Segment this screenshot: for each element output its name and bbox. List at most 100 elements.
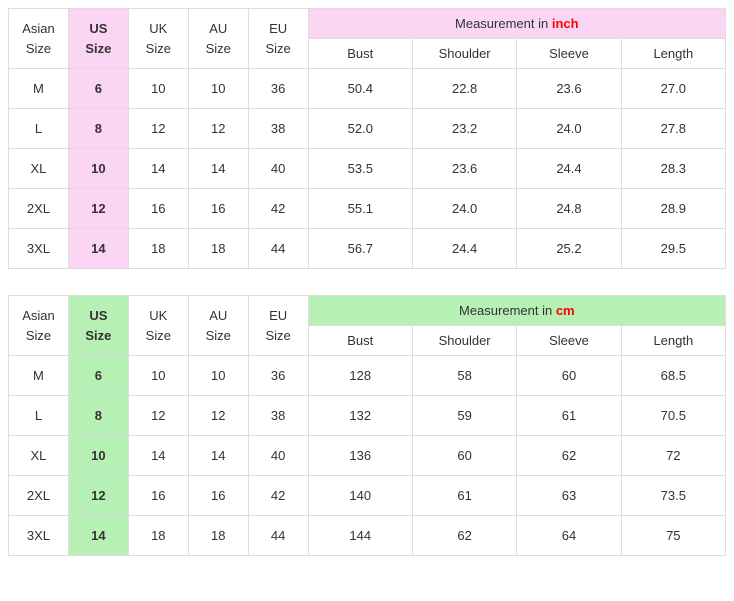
cell-bust: 144	[308, 516, 412, 556]
cell-bust: 128	[308, 356, 412, 396]
cell-uk: 16	[128, 476, 188, 516]
cell-au: 18	[188, 229, 248, 269]
cell-length: 68.5	[621, 356, 725, 396]
cell-shoulder: 23.2	[412, 109, 516, 149]
cell-asian: 3XL	[9, 229, 69, 269]
cell-length: 29.5	[621, 229, 725, 269]
cell-uk: 10	[128, 356, 188, 396]
cell-sleeve: 24.0	[517, 109, 621, 149]
size-table-cm: AsianSizeUSSizeUKSizeAUSizeEUSizeMeasure…	[8, 295, 726, 556]
cell-asian: 2XL	[9, 189, 69, 229]
cell-eu: 40	[248, 436, 308, 476]
header-asian-size: AsianSize	[9, 9, 69, 69]
cell-au: 18	[188, 516, 248, 556]
header-length: Length	[621, 326, 725, 356]
table-row: M610103650.422.823.627.0	[9, 69, 726, 109]
cell-shoulder: 23.6	[412, 149, 516, 189]
size-table-inch: AsianSizeUSSizeUKSizeAUSizeEUSizeMeasure…	[8, 8, 726, 269]
cell-sleeve: 23.6	[517, 69, 621, 109]
cell-us: 6	[68, 69, 128, 109]
cell-shoulder: 58	[412, 356, 516, 396]
cell-uk: 18	[128, 516, 188, 556]
cell-asian: L	[9, 396, 69, 436]
cell-bust: 53.5	[308, 149, 412, 189]
cell-sleeve: 62	[517, 436, 621, 476]
table-row: L8121238132596170.5	[9, 396, 726, 436]
cell-length: 28.9	[621, 189, 725, 229]
cell-eu: 42	[248, 476, 308, 516]
cell-eu: 44	[248, 516, 308, 556]
cell-bust: 50.4	[308, 69, 412, 109]
cell-shoulder: 24.0	[412, 189, 516, 229]
header-sleeve: Sleeve	[517, 39, 621, 69]
cell-au: 10	[188, 69, 248, 109]
cell-au: 14	[188, 149, 248, 189]
header-bust: Bust	[308, 39, 412, 69]
cell-us: 12	[68, 476, 128, 516]
cell-asian: XL	[9, 436, 69, 476]
cell-eu: 36	[248, 69, 308, 109]
cell-asian: M	[9, 69, 69, 109]
cell-eu: 42	[248, 189, 308, 229]
cell-asian: L	[9, 109, 69, 149]
cell-length: 28.3	[621, 149, 725, 189]
cell-us: 10	[68, 149, 128, 189]
cell-sleeve: 60	[517, 356, 621, 396]
cell-asian: 3XL	[9, 516, 69, 556]
table-row: 3XL1418184456.724.425.229.5	[9, 229, 726, 269]
cell-uk: 14	[128, 436, 188, 476]
cell-shoulder: 61	[412, 476, 516, 516]
table-row: XL1014144053.523.624.428.3	[9, 149, 726, 189]
cell-bust: 55.1	[308, 189, 412, 229]
cell-sleeve: 24.8	[517, 189, 621, 229]
header-sleeve: Sleeve	[517, 326, 621, 356]
header-uk-size: UKSize	[128, 296, 188, 356]
cell-length: 72	[621, 436, 725, 476]
header-length: Length	[621, 39, 725, 69]
cell-length: 73.5	[621, 476, 725, 516]
cell-bust: 56.7	[308, 229, 412, 269]
cell-sleeve: 64	[517, 516, 621, 556]
cell-us: 12	[68, 189, 128, 229]
cell-us: 14	[68, 229, 128, 269]
cell-bust: 140	[308, 476, 412, 516]
cell-sleeve: 63	[517, 476, 621, 516]
cell-bust: 52.0	[308, 109, 412, 149]
cell-us: 6	[68, 356, 128, 396]
cell-au: 10	[188, 356, 248, 396]
header-bust: Bust	[308, 326, 412, 356]
header-us-size: USSize	[68, 296, 128, 356]
cell-eu: 38	[248, 109, 308, 149]
table-row: M6101036128586068.5	[9, 356, 726, 396]
cell-au: 12	[188, 109, 248, 149]
header-uk-size: UKSize	[128, 9, 188, 69]
header-shoulder: Shoulder	[412, 326, 516, 356]
cell-bust: 132	[308, 396, 412, 436]
cell-us: 8	[68, 396, 128, 436]
table-row: XL10141440136606272	[9, 436, 726, 476]
header-au-size: AUSize	[188, 9, 248, 69]
cell-shoulder: 24.4	[412, 229, 516, 269]
table-row: L812123852.023.224.027.8	[9, 109, 726, 149]
cell-shoulder: 22.8	[412, 69, 516, 109]
header-us-size: USSize	[68, 9, 128, 69]
cell-au: 14	[188, 436, 248, 476]
cell-eu: 36	[248, 356, 308, 396]
cell-eu: 44	[248, 229, 308, 269]
table-row: 2XL1216164255.124.024.828.9	[9, 189, 726, 229]
cell-us: 10	[68, 436, 128, 476]
cell-sleeve: 25.2	[517, 229, 621, 269]
cell-us: 8	[68, 109, 128, 149]
header-eu-size: EUSize	[248, 296, 308, 356]
cell-au: 12	[188, 396, 248, 436]
cell-eu: 40	[248, 149, 308, 189]
cell-uk: 16	[128, 189, 188, 229]
cell-sleeve: 61	[517, 396, 621, 436]
cell-length: 75	[621, 516, 725, 556]
cell-asian: 2XL	[9, 476, 69, 516]
header-asian-size: AsianSize	[9, 296, 69, 356]
header-shoulder: Shoulder	[412, 39, 516, 69]
cell-au: 16	[188, 476, 248, 516]
header-eu-size: EUSize	[248, 9, 308, 69]
cell-asian: M	[9, 356, 69, 396]
